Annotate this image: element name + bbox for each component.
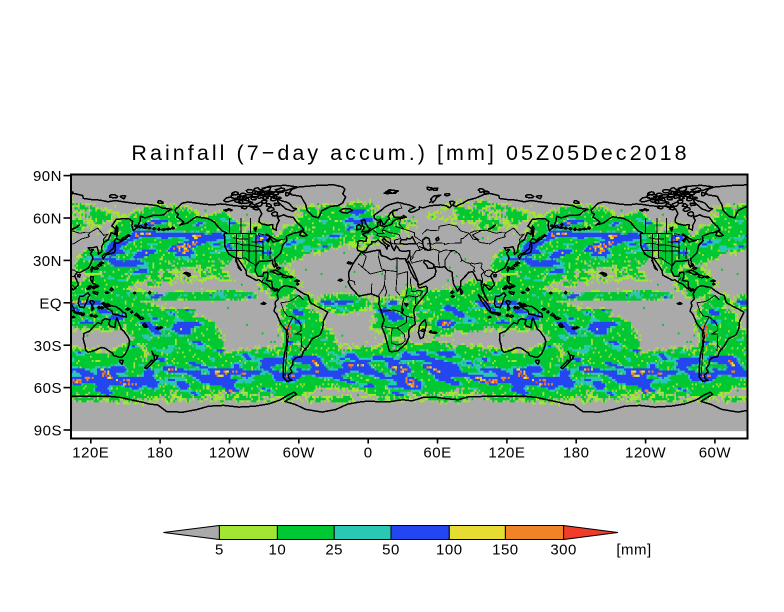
svg-text:25: 25 — [325, 542, 343, 559]
svg-text:30N: 30N — [33, 253, 62, 270]
svg-text:50: 50 — [382, 542, 400, 559]
svg-text:60W: 60W — [699, 445, 732, 462]
svg-text:[mm]: [mm] — [616, 542, 651, 559]
svg-text:5: 5 — [215, 542, 224, 559]
svg-text:180: 180 — [147, 445, 174, 462]
svg-text:30S: 30S — [34, 338, 62, 355]
svg-text:0: 0 — [364, 445, 373, 462]
svg-text:120W: 120W — [209, 445, 251, 462]
svg-text:90S: 90S — [34, 423, 62, 440]
svg-text:10: 10 — [269, 542, 287, 559]
svg-text:120W: 120W — [625, 445, 667, 462]
svg-text:180: 180 — [563, 445, 590, 462]
svg-text:60W: 60W — [283, 445, 316, 462]
svg-text:300: 300 — [550, 542, 577, 559]
svg-text:120E: 120E — [488, 445, 525, 462]
svg-text:EQ: EQ — [39, 295, 62, 312]
svg-text:60S: 60S — [34, 380, 62, 397]
svg-text:60E: 60E — [423, 445, 451, 462]
svg-text:Rainfall (7−day accum.) [mm] 0: Rainfall (7−day accum.) [mm] 05Z05Dec201… — [131, 141, 689, 165]
svg-text:60N: 60N — [33, 211, 62, 228]
svg-text:150: 150 — [492, 542, 519, 559]
svg-text:100: 100 — [436, 542, 463, 559]
svg-text:120E: 120E — [72, 445, 109, 462]
svg-text:90N: 90N — [33, 168, 62, 185]
